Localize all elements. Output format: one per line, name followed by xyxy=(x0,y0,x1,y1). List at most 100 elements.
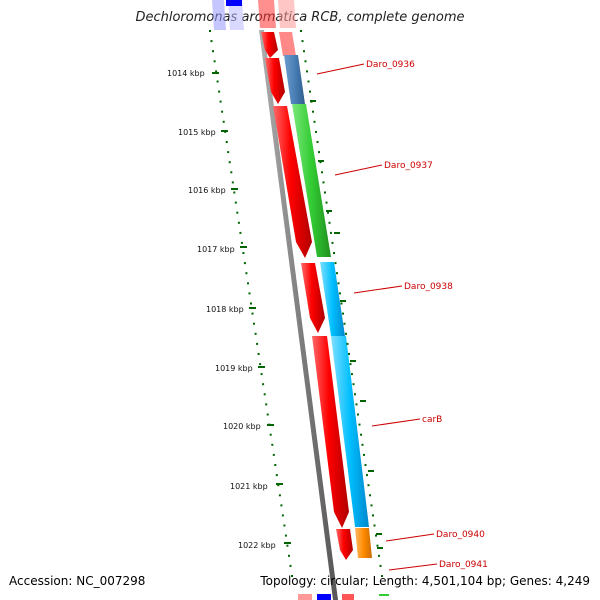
genome-summary-text: Topology: circular; Length: 4,501,104 bp… xyxy=(260,574,590,588)
gene-label-carB: carB xyxy=(422,415,442,425)
track-dot xyxy=(288,554,290,557)
track-dot xyxy=(343,322,346,325)
track-dot xyxy=(286,544,289,547)
track-dot xyxy=(219,100,222,103)
gene-label-leader xyxy=(316,63,365,75)
track-dot xyxy=(281,514,284,517)
gene-label-daro-0941: Daro_0941 xyxy=(439,560,488,570)
ruler-tick-label: 1018 kbp xyxy=(206,305,244,314)
track-dash xyxy=(310,100,316,102)
ruler: 1014 kbp 1015 kbp 1016 kbp 1017 kbp 1018… xyxy=(167,69,291,550)
ruler-tick-label: 1017 kbp xyxy=(197,245,235,254)
track-dot xyxy=(309,90,311,93)
track-dot xyxy=(352,383,355,386)
track-dot xyxy=(234,201,237,204)
ruler-tick-label: 1016 kbp xyxy=(188,186,226,195)
track-dot xyxy=(312,110,314,113)
track-dot xyxy=(357,413,359,416)
track-dot xyxy=(331,241,334,244)
track-dash xyxy=(368,470,374,472)
track-dot xyxy=(322,181,325,184)
backbone-line xyxy=(259,30,338,600)
track-dot xyxy=(284,534,287,537)
track-dot xyxy=(372,514,374,517)
track-dot xyxy=(330,231,332,234)
track-dot xyxy=(291,575,293,577)
track-dot xyxy=(283,524,286,527)
ruler-tick-label: 1019 kbp xyxy=(215,364,253,373)
track-dot xyxy=(306,70,308,73)
right-dotted-track xyxy=(300,30,383,577)
track-dot xyxy=(230,171,233,174)
track-dot xyxy=(231,181,234,184)
gene-label-leader xyxy=(353,285,403,294)
track-dot xyxy=(354,393,356,396)
track-dot xyxy=(307,80,310,83)
track-dot xyxy=(321,171,323,174)
track-dash xyxy=(377,547,383,549)
track-dot xyxy=(369,494,371,497)
track-dot xyxy=(324,191,326,194)
track-dot xyxy=(363,453,365,456)
track-dot xyxy=(303,50,305,53)
gene-feature-daro-0940 xyxy=(355,528,372,558)
track-dot xyxy=(340,302,343,305)
forward-cds-track xyxy=(261,32,353,560)
track-dot xyxy=(325,201,328,204)
track-dash xyxy=(334,232,340,234)
ruler-tick-label: 1022 kbp xyxy=(238,541,276,550)
track-dot xyxy=(265,403,268,406)
ruler-tick-label: 1015 kbp xyxy=(178,128,216,137)
track-dot xyxy=(280,504,283,507)
track-dot xyxy=(300,30,302,32)
track-dot xyxy=(318,151,320,154)
gene-label-daro-0936: Daro_0936 xyxy=(366,60,415,70)
track-dot xyxy=(266,413,269,416)
track-dot xyxy=(216,80,219,83)
track-dot xyxy=(262,383,265,386)
track-dot xyxy=(239,231,242,234)
track-dot xyxy=(248,292,251,295)
track-dot xyxy=(250,302,252,305)
track-dot xyxy=(304,60,307,63)
track-dot xyxy=(257,353,260,355)
track-dot xyxy=(370,504,373,507)
track-dot xyxy=(274,464,277,466)
track-dot xyxy=(355,403,358,406)
track-dot xyxy=(253,322,255,325)
gene-label-daro-0938: Daro_0938 xyxy=(404,282,453,292)
track-dot xyxy=(242,252,245,254)
track-dot xyxy=(237,221,240,224)
forward-cds-arrow xyxy=(301,263,325,333)
track-dot xyxy=(277,484,280,487)
forward-cds-arrow xyxy=(265,58,285,104)
track-dash xyxy=(326,210,332,212)
track-dot xyxy=(348,353,350,355)
gene-feature-daro-0938 xyxy=(320,262,345,336)
track-dot xyxy=(381,575,383,577)
track-dot xyxy=(313,120,316,123)
top-blue-feature xyxy=(226,0,242,6)
track-dot xyxy=(245,272,248,275)
track-dot xyxy=(337,282,340,285)
track-dot xyxy=(254,332,257,335)
ruler-tick-label: 1020 kbp xyxy=(223,422,261,431)
track-dot xyxy=(328,221,331,224)
gene-labels: Daro_0936 Daro_0937 Daro_0938 carB Daro_… xyxy=(316,60,488,571)
track-dot xyxy=(301,40,304,43)
gene-label-daro-0940: Daro_0940 xyxy=(436,530,485,540)
track-dot xyxy=(212,50,214,53)
track-dot xyxy=(215,70,218,73)
track-dot xyxy=(316,141,319,143)
track-dot xyxy=(378,554,380,557)
bottom-features xyxy=(298,594,389,600)
ruler-tick-label: 1014 kbp xyxy=(167,69,205,78)
track-dot xyxy=(351,373,353,376)
track-dot xyxy=(275,474,278,477)
track-dot xyxy=(271,443,274,446)
track-dot xyxy=(375,534,377,537)
accession-text: Accession: NC_007298 xyxy=(9,574,146,588)
forward-cds-arrow xyxy=(336,529,353,560)
track-dot xyxy=(269,433,272,436)
gene-feature-daro-0936-tip xyxy=(279,32,296,56)
